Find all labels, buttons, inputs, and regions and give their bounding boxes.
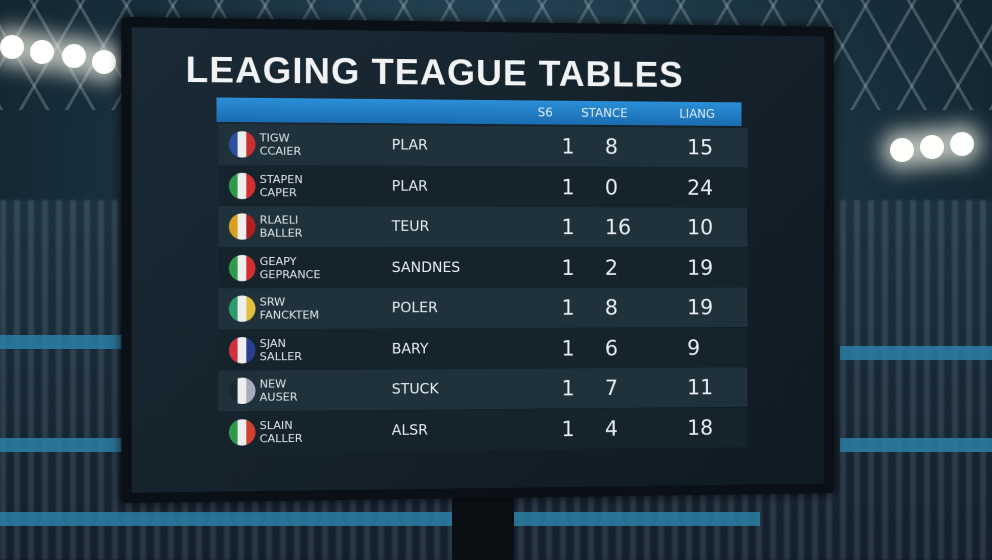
value-col-3: 10 bbox=[687, 215, 714, 240]
screen-stand bbox=[452, 490, 514, 560]
value-col-1: 1 bbox=[561, 174, 575, 199]
team-name-line2: CAPER bbox=[259, 185, 297, 199]
page-title: LEAGING TEAGUE TABLES bbox=[185, 48, 684, 95]
floodlight bbox=[0, 35, 24, 59]
league-table: TIGW CCAIER PLAR 1 8 15 STAPEN CAPER PLAR … bbox=[132, 27, 825, 453]
ad-board bbox=[840, 346, 992, 360]
team-name: SLAIN CALLER bbox=[260, 418, 303, 445]
team-name-line2: CALLER bbox=[259, 431, 303, 445]
team-crest-icon bbox=[228, 295, 256, 322]
value-col-1: 1 bbox=[561, 255, 575, 280]
ad-board bbox=[840, 438, 992, 452]
team-crest-icon bbox=[228, 336, 256, 364]
value-col-3: 15 bbox=[687, 135, 714, 160]
value-col-3: 9 bbox=[687, 335, 701, 360]
team-name: TIGW CCAIER bbox=[260, 131, 302, 158]
floodlight bbox=[950, 132, 974, 156]
team-name-line1: SJAN bbox=[259, 336, 286, 350]
value-col-2: 16 bbox=[604, 215, 632, 240]
value-col-1: 1 bbox=[561, 416, 575, 441]
value-col-2: 8 bbox=[604, 295, 619, 320]
table-row: SLAIN CALLER ALSR 1 4 18 bbox=[218, 407, 748, 453]
floodlight bbox=[62, 44, 86, 68]
scoreboard-screen: LEAGING TEAGUE TABLES S6 STANCE LIANG TI… bbox=[121, 16, 834, 504]
floodlight bbox=[920, 135, 944, 159]
team-detail: PLAR bbox=[391, 178, 428, 195]
team-crest-icon bbox=[228, 254, 256, 281]
header-col-1: S6 bbox=[537, 105, 553, 120]
team-name: SJAN SALLER bbox=[259, 336, 303, 363]
team-detail: ALSR bbox=[391, 422, 428, 439]
table-row: SRW FANCKTEM POLER 1 8 19 bbox=[218, 287, 748, 330]
team-crest-icon bbox=[228, 377, 256, 405]
team-name-line1: RLAELI bbox=[259, 213, 299, 227]
team-name-line1: TIGW bbox=[259, 131, 290, 145]
team-name-line1: STAPEN bbox=[259, 172, 303, 186]
value-col-2: 2 bbox=[604, 255, 619, 280]
team-name-line1: SRW bbox=[259, 295, 286, 309]
value-col-2: 8 bbox=[604, 134, 619, 159]
table-header: S6 STANCE LIANG bbox=[216, 97, 742, 127]
team-detail: TEUR bbox=[391, 218, 430, 235]
value-col-3: 18 bbox=[687, 415, 714, 440]
value-col-3: 24 bbox=[687, 175, 714, 200]
table-row: STAPEN CAPER PLAR 1 0 24 bbox=[218, 165, 748, 208]
ad-board bbox=[0, 512, 760, 526]
table-row: SJAN SALLER BARY 1 6 9 bbox=[218, 327, 748, 371]
floodlight bbox=[890, 138, 914, 162]
team-detail: BARY bbox=[391, 340, 429, 358]
table-row: TIGW CCAIER PLAR 1 8 15 bbox=[218, 123, 748, 168]
team-crest-icon bbox=[228, 418, 256, 446]
header-col-3: LIANG bbox=[679, 106, 716, 121]
floodlight bbox=[30, 40, 54, 64]
value-col-2: 7 bbox=[604, 376, 619, 401]
team-name: SRW FANCKTEM bbox=[260, 295, 319, 321]
team-name-line2: GEPRANCE bbox=[259, 267, 321, 281]
value-col-1: 1 bbox=[561, 215, 575, 240]
value-col-1: 1 bbox=[561, 376, 575, 401]
team-crest-icon bbox=[228, 213, 256, 240]
value-col-2: 0 bbox=[604, 175, 619, 199]
value-col-3: 19 bbox=[687, 255, 714, 280]
team-crest-icon bbox=[228, 131, 256, 158]
value-col-3: 11 bbox=[687, 375, 714, 400]
team-name-line2: FANCKTEM bbox=[259, 308, 320, 322]
team-name: STAPEN CAPER bbox=[260, 172, 303, 198]
team-detail: PLAR bbox=[391, 137, 428, 154]
team-name: NEW AUSER bbox=[260, 377, 298, 404]
team-detail: STUCK bbox=[391, 381, 439, 398]
team-name: GEAPY GEPRANCE bbox=[260, 254, 321, 280]
table-row: NEW AUSER STUCK 1 7 11 bbox=[218, 367, 748, 412]
ad-board bbox=[0, 438, 130, 452]
team-name-line2: BALLER bbox=[259, 226, 303, 240]
value-col-2: 4 bbox=[604, 416, 619, 441]
table-row: GEAPY GEPRANCE SANDNES 1 2 19 bbox=[218, 247, 748, 288]
value-col-1: 1 bbox=[561, 295, 575, 320]
value-col-1: 1 bbox=[561, 134, 575, 159]
floodlight bbox=[92, 50, 116, 74]
team-detail: POLER bbox=[391, 300, 438, 317]
value-col-2: 6 bbox=[604, 335, 619, 360]
value-col-3: 19 bbox=[687, 295, 714, 320]
team-name-line2: SALLER bbox=[259, 349, 303, 363]
table-row: RLAELI BALLER TEUR 1 16 10 bbox=[218, 206, 748, 248]
team-detail: SANDNES bbox=[391, 259, 461, 276]
ad-board bbox=[0, 335, 130, 349]
team-name-line2: CCAIER bbox=[259, 144, 302, 158]
team-name-line1: SLAIN bbox=[259, 418, 293, 432]
header-col-2: STANCE bbox=[581, 105, 628, 121]
team-crest-icon bbox=[228, 172, 256, 199]
team-name-line1: GEAPY bbox=[259, 254, 297, 268]
value-col-1: 1 bbox=[561, 336, 575, 361]
team-name: RLAELI BALLER bbox=[260, 213, 303, 239]
team-name-line1: NEW bbox=[259, 377, 287, 391]
team-name-line2: AUSER bbox=[259, 390, 298, 404]
